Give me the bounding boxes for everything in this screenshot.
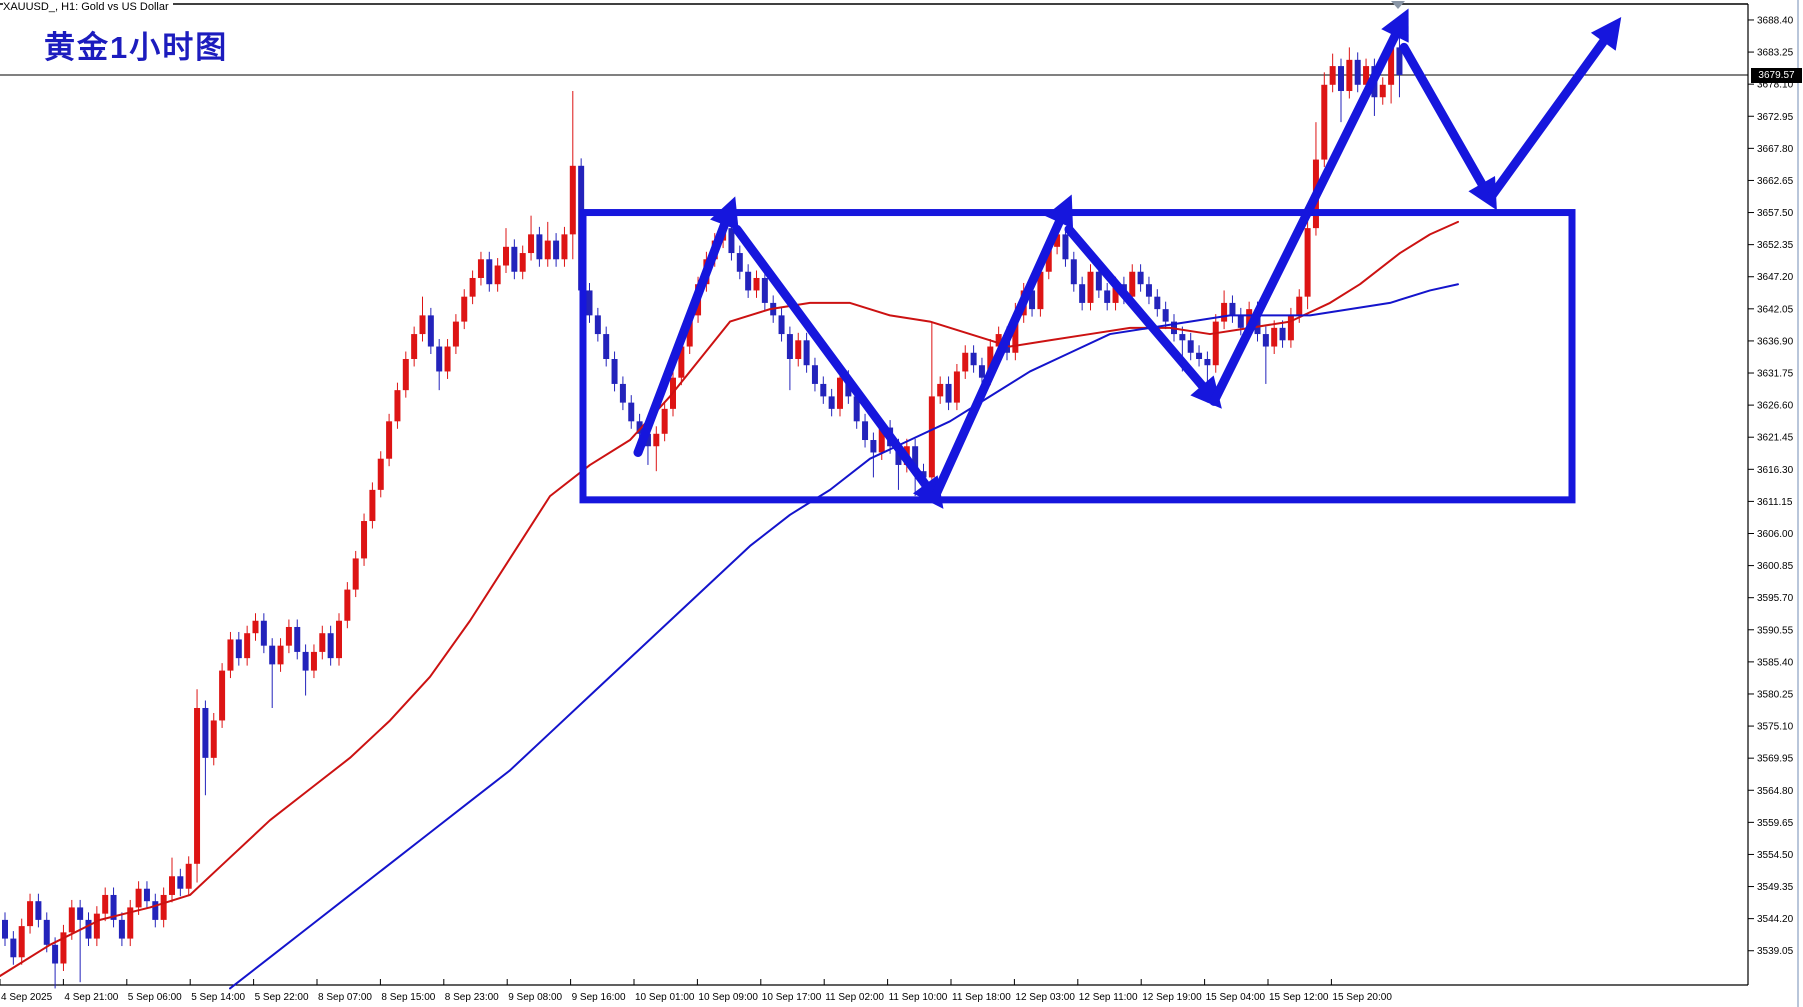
svg-text:3642.05: 3642.05 (1757, 304, 1794, 315)
chart-border (0, 3, 1749, 986)
svg-text:15 Sep 20:00: 15 Sep 20:00 (1332, 992, 1392, 1003)
ma-fast-line (0, 220, 1459, 977)
svg-text:3616.30: 3616.30 (1757, 465, 1794, 476)
svg-text:3626.60: 3626.60 (1757, 401, 1794, 412)
svg-text:15 Sep 04:00: 15 Sep 04:00 (1206, 992, 1266, 1003)
svg-text:3652.35: 3652.35 (1757, 240, 1794, 251)
svg-text:3621.45: 3621.45 (1757, 433, 1794, 444)
svg-text:3575.10: 3575.10 (1757, 722, 1794, 733)
svg-text:3631.75: 3631.75 (1757, 369, 1794, 380)
svg-text:8 Sep 07:00: 8 Sep 07:00 (318, 992, 372, 1003)
svg-text:3585.40: 3585.40 (1757, 657, 1794, 668)
candles-layer (2, 28, 1403, 989)
svg-text:11 Sep 18:00: 11 Sep 18:00 (952, 992, 1011, 1003)
svg-text:3611.15: 3611.15 (1757, 497, 1793, 508)
svg-text:3564.80: 3564.80 (1757, 786, 1794, 797)
svg-text:3539.05: 3539.05 (1757, 946, 1794, 957)
svg-text:3657.50: 3657.50 (1757, 208, 1794, 219)
svg-text:3647.20: 3647.20 (1757, 272, 1794, 283)
svg-text:5 Sep 06:00: 5 Sep 06:00 (128, 992, 182, 1003)
svg-text:3688.40: 3688.40 (1757, 15, 1794, 26)
svg-text:3678.10: 3678.10 (1757, 80, 1794, 91)
svg-text:3559.65: 3559.65 (1757, 818, 1794, 829)
svg-text:11 Sep 02:00: 11 Sep 02:00 (825, 992, 884, 1003)
window-title: XAUUSD_, H1: Gold vs US Dollar (3, 1, 173, 14)
svg-text:3554.50: 3554.50 (1757, 850, 1794, 861)
price-axis[interactable]: 3688.40 3683.25 3678.10 3672.95 3667.80 3662.… (1748, 15, 1794, 957)
svg-text:10 Sep 17:00: 10 Sep 17:00 (762, 992, 822, 1003)
current-price-badge: 3679.57 (1751, 67, 1802, 83)
svg-text:3662.65: 3662.65 (1757, 176, 1794, 187)
svg-text:11 Sep 10:00: 11 Sep 10:00 (889, 992, 948, 1003)
time-axis[interactable]: 4 Sep 2025 4 Sep 21:00 5 Sep 06:00 5 Sep 14… (0, 979, 1392, 1003)
svg-text:3667.80: 3667.80 (1757, 144, 1794, 155)
svg-text:5 Sep 22:00: 5 Sep 22:00 (255, 992, 309, 1003)
svg-text:3636.90: 3636.90 (1757, 336, 1794, 347)
svg-text:3606.00: 3606.00 (1757, 529, 1794, 540)
svg-text:3672.95: 3672.95 (1757, 112, 1794, 123)
svg-text:8 Sep 23:00: 8 Sep 23:00 (445, 992, 499, 1003)
svg-text:9 Sep 08:00: 9 Sep 08:00 (508, 992, 562, 1003)
svg-text:10 Sep 09:00: 10 Sep 09:00 (698, 992, 758, 1003)
svg-text:3595.70: 3595.70 (1757, 593, 1794, 604)
svg-text:4 Sep 2025: 4 Sep 2025 (1, 992, 53, 1003)
svg-text:3590.55: 3590.55 (1757, 625, 1794, 636)
svg-text:8 Sep 15:00: 8 Sep 15:00 (381, 992, 435, 1003)
chart-title-label: 黄金1小时图 (44, 30, 229, 65)
svg-text:12 Sep 03:00: 12 Sep 03:00 (1015, 992, 1075, 1003)
svg-text:3544.20: 3544.20 (1757, 914, 1794, 925)
svg-text:15 Sep 12:00: 15 Sep 12:00 (1269, 992, 1329, 1003)
svg-text:9 Sep 16:00: 9 Sep 16:00 (572, 992, 626, 1003)
svg-text:3549.35: 3549.35 (1757, 882, 1794, 893)
consolidation-rectangle[interactable] (579, 209, 1576, 504)
trend-projection-arrows[interactable] (633, 8, 1622, 509)
svg-text:3683.25: 3683.25 (1757, 48, 1794, 59)
svg-text:3569.95: 3569.95 (1757, 754, 1794, 765)
svg-text:10 Sep 01:00: 10 Sep 01:00 (635, 992, 695, 1003)
svg-text:12 Sep 11:00: 12 Sep 11:00 (1079, 992, 1138, 1003)
svg-text:3580.25: 3580.25 (1757, 689, 1794, 700)
svg-text:12 Sep 19:00: 12 Sep 19:00 (1142, 992, 1202, 1003)
svg-text:3600.85: 3600.85 (1757, 561, 1794, 572)
object-anchor-marker (1391, 1, 1405, 9)
svg-text:4 Sep 21:00: 4 Sep 21:00 (64, 992, 118, 1003)
ma-slow-line (229, 283, 1459, 990)
svg-text:5 Sep 14:00: 5 Sep 14:00 (191, 992, 245, 1003)
